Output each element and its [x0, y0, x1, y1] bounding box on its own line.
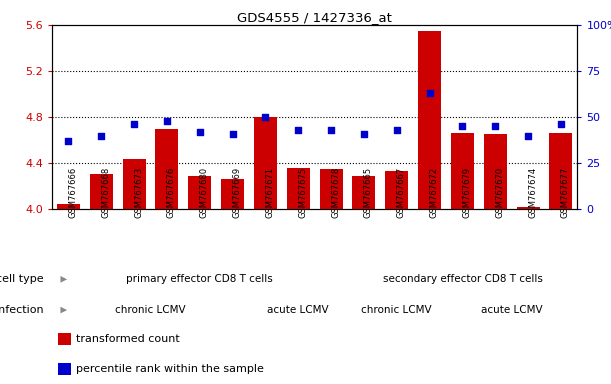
Text: GSM767674: GSM767674 — [528, 167, 537, 218]
Text: transformed count: transformed count — [76, 334, 180, 344]
Bar — [58, 363, 71, 375]
Text: percentile rank within the sample: percentile rank within the sample — [76, 364, 264, 374]
Text: chronic LCMV: chronic LCMV — [362, 305, 432, 315]
Point — [326, 127, 336, 133]
Bar — [287, 168, 310, 209]
Point — [260, 114, 270, 120]
Text: GSM767676: GSM767676 — [167, 167, 176, 218]
Bar — [320, 169, 343, 209]
Point — [425, 90, 434, 96]
Bar — [254, 117, 277, 209]
Text: cell type: cell type — [0, 274, 44, 285]
Text: GSM767673: GSM767673 — [134, 167, 143, 218]
Point — [195, 129, 205, 135]
Text: GSM767679: GSM767679 — [463, 167, 472, 218]
Point — [162, 118, 172, 124]
Point — [228, 131, 238, 137]
Bar — [57, 204, 80, 209]
Point — [556, 121, 566, 127]
Bar — [188, 176, 211, 209]
Text: GSM767669: GSM767669 — [233, 167, 241, 218]
Text: GSM767670: GSM767670 — [496, 167, 504, 218]
Bar — [418, 31, 441, 209]
Text: GSM767680: GSM767680 — [200, 167, 209, 218]
Point — [64, 138, 73, 144]
Text: GSM767665: GSM767665 — [364, 167, 373, 218]
Text: acute LCMV: acute LCMV — [268, 305, 329, 315]
Text: GSM767677: GSM767677 — [561, 167, 570, 218]
Text: GSM767678: GSM767678 — [331, 167, 340, 218]
Point — [129, 121, 139, 127]
Point — [392, 127, 401, 133]
Bar — [353, 176, 375, 209]
Point — [458, 123, 467, 129]
Point — [97, 132, 106, 139]
Text: infection: infection — [0, 305, 44, 315]
Bar — [549, 133, 573, 209]
Text: chronic LCMV: chronic LCMV — [115, 305, 186, 315]
Bar — [90, 174, 112, 209]
Title: GDS4555 / 1427336_at: GDS4555 / 1427336_at — [237, 11, 392, 24]
Text: primary effector CD8 T cells: primary effector CD8 T cells — [126, 274, 273, 285]
Point — [293, 127, 303, 133]
Bar — [517, 207, 540, 209]
Text: GSM767672: GSM767672 — [430, 167, 439, 218]
Point — [491, 123, 500, 129]
Text: GSM767671: GSM767671 — [265, 167, 274, 218]
Text: GSM767667: GSM767667 — [397, 167, 406, 218]
Bar — [386, 171, 408, 209]
Point — [523, 132, 533, 139]
Text: secondary effector CD8 T cells: secondary effector CD8 T cells — [382, 274, 543, 285]
Text: GSM767666: GSM767666 — [68, 167, 78, 218]
Bar — [123, 159, 145, 209]
Point — [359, 131, 369, 137]
Bar — [58, 333, 71, 345]
Text: GSM767668: GSM767668 — [101, 167, 110, 218]
Bar — [221, 179, 244, 209]
Bar — [155, 129, 178, 209]
Bar — [484, 134, 507, 209]
Text: GSM767675: GSM767675 — [298, 167, 307, 218]
Text: acute LCMV: acute LCMV — [481, 305, 543, 315]
Bar — [451, 133, 474, 209]
